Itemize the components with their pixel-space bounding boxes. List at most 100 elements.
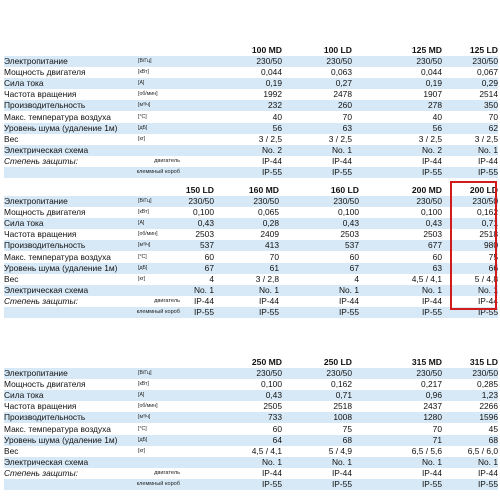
spec-row-max-temp: Макс. температура воздуха [°C] 60 70 60 60 75	[4, 252, 498, 263]
value-cell: No. 1	[331, 456, 352, 467]
spec-row-scheme: Электрическая схема No. 1 No. 1 No. 1 No. 1 N…	[4, 284, 498, 296]
value-cell: IP-55	[477, 479, 498, 489]
row-unit: [дБ]	[138, 264, 148, 271]
model-header: 125 MD	[411, 45, 442, 55]
value-cell: IP-44	[477, 295, 498, 306]
row-unit: [об/мин]	[138, 403, 158, 410]
spec-row-power: Электропитание [В/Гц] 230/50 230/50 230/50 23…	[4, 196, 498, 207]
value-cell: 1596	[479, 412, 498, 423]
row-label: Частота вращения	[4, 401, 77, 412]
spec-row-current: Сила тока [А] 0,43 0,71 0,96 1,23	[4, 390, 498, 402]
spec-row-motor-power: Мощность двигателя [кВт] 0,100 0,162 0,217 0,…	[4, 379, 498, 390]
row-unit: [кг]	[138, 275, 146, 282]
value-cell: 2503	[423, 229, 442, 240]
row-unit: [м³/ч]	[138, 242, 151, 249]
value-cell: 62	[488, 122, 498, 133]
model-header: 315 MD	[411, 357, 442, 367]
row-unit: [кг]	[138, 447, 146, 454]
value-cell: 3 / 2,8	[255, 273, 279, 284]
value-cell: 1008	[333, 412, 352, 423]
model-header: 150 LD	[185, 185, 214, 195]
value-cell: 537	[200, 240, 214, 251]
value-cell: 4,5 / 4,1	[411, 273, 442, 284]
value-cell: 2514	[479, 89, 498, 100]
value-cell: 0,285	[477, 379, 498, 390]
spec-row-capacity: Производительность [м³/ч] 232 260 278 350	[4, 100, 498, 112]
spec-row-protection-box: клеммный короб IP-55 IP-55 IP-55 IP-55	[4, 167, 498, 178]
value-cell: 230/50	[333, 196, 359, 206]
value-cell: 2518	[333, 401, 352, 412]
value-cell: 3 / 2,5	[328, 133, 352, 144]
row-label: Сила тока	[4, 390, 44, 401]
value-cell: 0,43	[342, 218, 359, 229]
spec-row-rpm: Частота вращения [об/мин] 1992 2478 1907 2514	[4, 89, 498, 100]
row-label: Макс. температура воздуха	[4, 111, 111, 122]
value-cell: IP-55	[261, 167, 282, 177]
value-cell: 6,5 / 5,6	[411, 445, 442, 456]
value-cell: 75	[342, 423, 352, 434]
spec-row-capacity: Производительность [м³/ч] 537 413 537 677 980	[4, 240, 498, 252]
value-cell: 64	[272, 434, 282, 445]
value-cell: No. 1	[331, 144, 352, 155]
value-cell: IP-55	[193, 307, 214, 317]
model-header: 100 LD	[323, 45, 352, 55]
row-label: Частота вращения	[4, 229, 77, 240]
value-cell: 2503	[195, 229, 214, 240]
value-cell: No. 1	[421, 284, 442, 295]
model-header: 250 LD	[323, 357, 352, 367]
value-cell: 70	[269, 251, 279, 262]
model-header: 160 LD	[330, 185, 359, 195]
value-cell: 0,162	[477, 207, 498, 218]
spec-row-protection-motor: Степень защиты: двигатель IP-44 IP-44 IP-44 I…	[4, 156, 498, 167]
value-cell: 230/50	[326, 368, 352, 378]
value-cell: 980	[484, 240, 498, 251]
value-cell: 3 / 2,5	[258, 133, 282, 144]
spec-row-current: Сила тока [А] 0,19 0,27 0,19 0,29	[4, 78, 498, 90]
value-cell: IP-44	[421, 295, 442, 306]
row-label: Производительность	[4, 240, 86, 251]
value-cell: 60	[272, 423, 282, 434]
value-cell: 733	[268, 412, 282, 423]
value-cell: 0,067	[477, 67, 498, 78]
model-header: 200 MD	[411, 185, 442, 195]
value-cell: 4	[354, 273, 359, 284]
value-cell: 3 / 2,5	[418, 133, 442, 144]
value-cell: 677	[428, 240, 442, 251]
value-cell: No. 1	[258, 284, 279, 295]
value-cell: 230/50	[472, 56, 498, 66]
row-label: Мощность двигателя	[4, 207, 86, 218]
value-cell: IP-44	[258, 295, 279, 306]
value-cell: 0,065	[258, 207, 279, 218]
value-cell: 5 / 4,9	[328, 445, 352, 456]
spec-row-noise: Уровень шума (удаление 1м) [дБ] 56 63 56 62	[4, 122, 498, 134]
value-cell: 0,43	[265, 390, 282, 401]
value-cell: 2266	[479, 401, 498, 412]
value-cell: 230/50	[472, 368, 498, 378]
row-unit: [В/Гц]	[138, 198, 152, 204]
value-cell: IP-55	[261, 479, 282, 489]
value-cell: 230/50	[253, 196, 279, 206]
value-cell: IP-44	[331, 467, 352, 478]
value-cell: 260	[338, 100, 352, 111]
value-cell: 0,29	[481, 78, 498, 89]
value-cell: 1280	[423, 412, 442, 423]
row-unit: [об/мин]	[138, 91, 158, 98]
model-header: 125 LD	[469, 45, 498, 55]
row-unit: [°C]	[138, 113, 147, 120]
row-unit: [В/Гц]	[138, 58, 152, 64]
spec-row-protection-box: клеммный короб IP-55 IP-55 IP-55 IP-55 IP-55	[4, 307, 498, 318]
spec-table-3: 250 MD 250 LD 315 MD 315 LD Электропитание [В…	[4, 356, 498, 490]
row-label: Вес	[4, 133, 19, 144]
row-sublabel: двигатель	[154, 469, 180, 476]
model-header: 250 MD	[251, 357, 282, 367]
value-cell: 56	[432, 122, 442, 133]
spec-row-rpm: Частота вращения [об/мин] 2503 2409 2503 2503…	[4, 229, 498, 240]
value-cell: No. 1	[193, 284, 214, 295]
row-unit: [А]	[138, 220, 145, 227]
row-label: Электрическая схема	[4, 456, 89, 467]
row-label: Макс. температура воздуха	[4, 423, 111, 434]
row-label: Мощность двигателя	[4, 67, 86, 78]
value-cell: 350	[484, 100, 498, 111]
spec-row-power: Электропитание [В/Гц] 230/50 230/50 230/50 23…	[4, 56, 498, 67]
spec-row-noise: Уровень шума (удаление 1м) [дБ] 67 61 67 63 66	[4, 262, 498, 274]
